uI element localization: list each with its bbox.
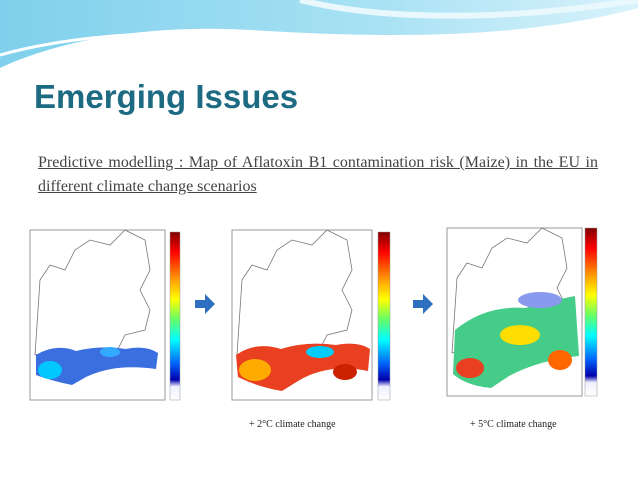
risk-area — [239, 359, 271, 381]
caption: + 5°C climate change — [470, 419, 557, 430]
wave-line — [0, 8, 638, 57]
risk-area — [333, 364, 357, 380]
risk-area — [236, 343, 370, 391]
wave-line — [299, 0, 638, 19]
risk-area — [548, 350, 572, 370]
risk-area — [100, 347, 120, 357]
arrow — [195, 294, 215, 314]
map — [446, 227, 598, 397]
colorbar — [584, 227, 598, 397]
risk-area — [518, 292, 562, 308]
subtitle: Predictive modelling : Map of Aflatoxin … — [38, 154, 598, 195]
arrow — [413, 294, 433, 314]
map — [29, 229, 181, 401]
map — [231, 229, 391, 401]
risk-area — [38, 361, 62, 379]
caption: + 2°C climate change — [249, 419, 336, 430]
risk-area — [36, 347, 158, 385]
header-wave — [0, 0, 638, 68]
risk-area — [456, 358, 484, 378]
title: Emerging Issues — [34, 78, 299, 115]
colorbar — [377, 231, 391, 401]
risk-area — [306, 346, 334, 358]
risk-area — [500, 325, 540, 345]
colorbar — [169, 231, 181, 401]
